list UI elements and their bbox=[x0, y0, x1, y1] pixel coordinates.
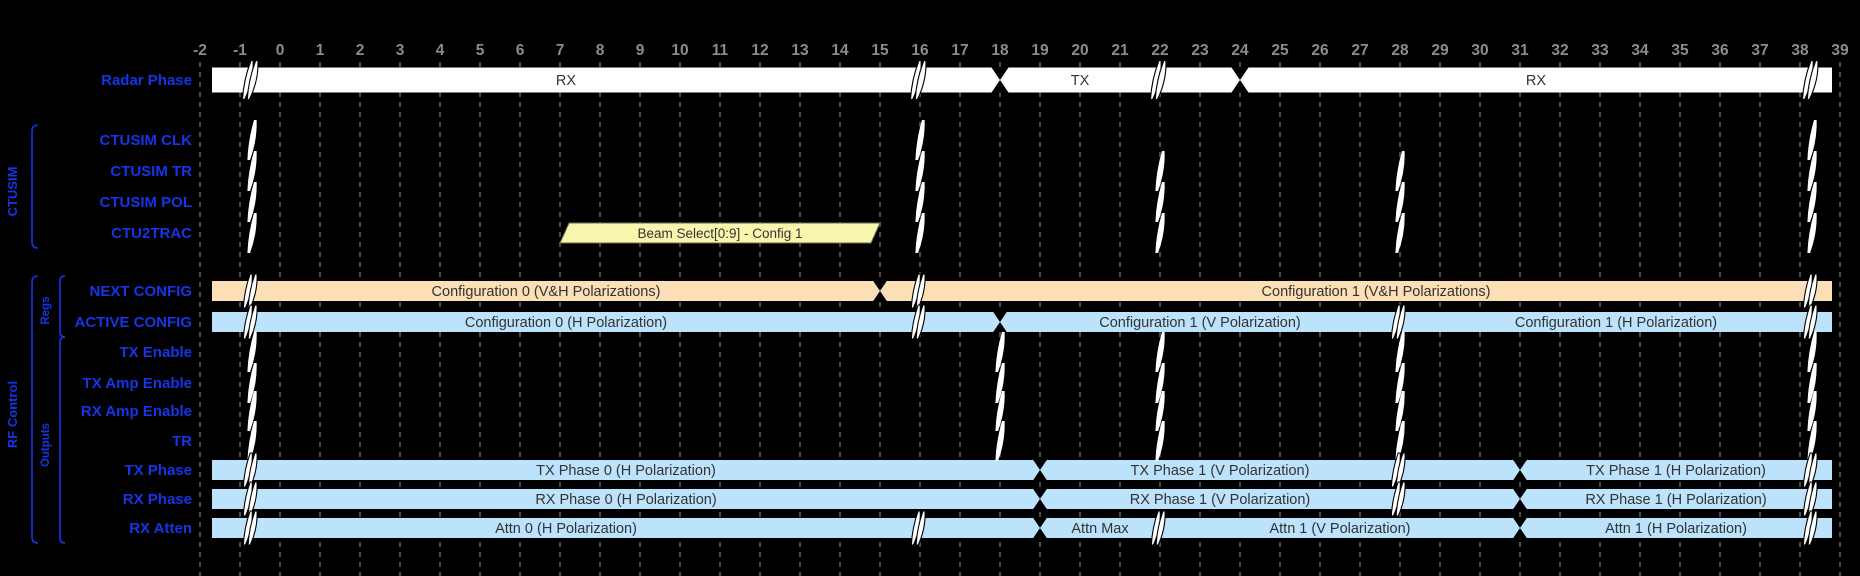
svg-text:Attn 1 (V Polarization): Attn 1 (V Polarization) bbox=[1269, 521, 1410, 537]
svg-text:RX: RX bbox=[1526, 73, 1546, 89]
svg-text:Regs: Regs bbox=[40, 296, 52, 324]
svg-text:35: 35 bbox=[1671, 42, 1689, 59]
svg-text:11: 11 bbox=[712, 42, 729, 59]
svg-text:12: 12 bbox=[751, 42, 768, 59]
svg-text:31: 31 bbox=[1511, 42, 1529, 59]
svg-text:20: 20 bbox=[1071, 42, 1088, 59]
svg-text:30: 30 bbox=[1471, 42, 1488, 59]
svg-text:RX Phase 0 (H Polarization): RX Phase 0 (H Polarization) bbox=[535, 492, 716, 508]
svg-text:Beam Select[0:9] - Config 1: Beam Select[0:9] - Config 1 bbox=[637, 226, 802, 241]
svg-text:7: 7 bbox=[556, 42, 565, 59]
svg-text:-2: -2 bbox=[193, 42, 207, 59]
svg-text:TX Amp Enable: TX Amp Enable bbox=[83, 375, 192, 392]
svg-text:TX Enable: TX Enable bbox=[119, 344, 192, 361]
svg-text:16: 16 bbox=[911, 42, 929, 59]
svg-text:RX: RX bbox=[556, 73, 576, 89]
svg-text:27: 27 bbox=[1351, 42, 1368, 59]
svg-text:Configuration 1 (V&H Polarizat: Configuration 1 (V&H Polarizations) bbox=[1262, 284, 1491, 300]
svg-text:TX Phase: TX Phase bbox=[124, 462, 192, 479]
svg-text:-1: -1 bbox=[233, 42, 247, 59]
svg-text:28: 28 bbox=[1391, 42, 1409, 59]
svg-text:Attn 1 (H Polarization): Attn 1 (H Polarization) bbox=[1605, 521, 1747, 537]
svg-text:TX Phase 1 (H Polarization): TX Phase 1 (H Polarization) bbox=[1586, 463, 1766, 479]
svg-text:10: 10 bbox=[671, 42, 688, 59]
svg-text:2: 2 bbox=[356, 42, 365, 59]
svg-text:13: 13 bbox=[791, 42, 809, 59]
svg-text:24: 24 bbox=[1231, 42, 1249, 59]
svg-text:RX Phase 1 (H Polarization): RX Phase 1 (H Polarization) bbox=[1585, 492, 1766, 508]
svg-text:CTUSIM CLK: CTUSIM CLK bbox=[100, 132, 193, 149]
svg-text:36: 36 bbox=[1711, 42, 1729, 59]
svg-text:TX: TX bbox=[1071, 73, 1090, 89]
svg-text:Outputs: Outputs bbox=[40, 423, 52, 467]
svg-text:18: 18 bbox=[991, 42, 1009, 59]
svg-text:26: 26 bbox=[1311, 42, 1329, 59]
svg-text:RX Phase: RX Phase bbox=[123, 491, 192, 508]
svg-text:1: 1 bbox=[316, 42, 325, 59]
svg-text:14: 14 bbox=[831, 42, 849, 59]
svg-text:21: 21 bbox=[1111, 42, 1129, 59]
svg-text:15: 15 bbox=[871, 42, 889, 59]
svg-text:TX Phase 0 (H Polarization): TX Phase 0 (H Polarization) bbox=[536, 463, 716, 479]
svg-text:CTU2TRAC: CTU2TRAC bbox=[111, 225, 192, 242]
svg-text:NEXT CONFIG: NEXT CONFIG bbox=[89, 283, 192, 300]
svg-text:3: 3 bbox=[396, 42, 405, 59]
svg-text:Configuration 0 (H Polarizatio: Configuration 0 (H Polarization) bbox=[465, 315, 667, 331]
svg-text:TR: TR bbox=[172, 433, 192, 450]
svg-text:23: 23 bbox=[1191, 42, 1209, 59]
svg-text:ACTIVE CONFIG: ACTIVE CONFIG bbox=[74, 314, 192, 331]
svg-text:CTUSIM: CTUSIM bbox=[5, 167, 20, 217]
svg-text:5: 5 bbox=[476, 42, 485, 59]
svg-text:CTUSIM POL: CTUSIM POL bbox=[100, 194, 193, 211]
svg-text:34: 34 bbox=[1631, 42, 1649, 59]
svg-text:37: 37 bbox=[1751, 42, 1768, 59]
svg-text:Configuration 1 (V Polarizatio: Configuration 1 (V Polarization) bbox=[1099, 315, 1301, 331]
svg-text:29: 29 bbox=[1431, 42, 1449, 59]
svg-text:CTUSIM TR: CTUSIM TR bbox=[110, 163, 192, 180]
svg-text:RX Phase 1 (V Polarization): RX Phase 1 (V Polarization) bbox=[1130, 492, 1311, 508]
svg-text:RX Atten: RX Atten bbox=[129, 520, 192, 537]
svg-text:RX Amp Enable: RX Amp Enable bbox=[81, 403, 192, 420]
svg-text:Configuration 1 (H Polarizatio: Configuration 1 (H Polarization) bbox=[1515, 315, 1717, 331]
svg-text:19: 19 bbox=[1031, 42, 1049, 59]
svg-text:TX Phase 1 (V Polarization): TX Phase 1 (V Polarization) bbox=[1131, 463, 1310, 479]
svg-text:22: 22 bbox=[1151, 42, 1168, 59]
svg-text:Configuration 0 (V&H Polarizat: Configuration 0 (V&H Polarizations) bbox=[432, 284, 661, 300]
svg-text:38: 38 bbox=[1791, 42, 1809, 59]
svg-text:RF Control: RF Control bbox=[5, 381, 20, 448]
svg-text:8: 8 bbox=[596, 42, 605, 59]
svg-text:0: 0 bbox=[276, 42, 285, 59]
svg-text:17: 17 bbox=[951, 42, 968, 59]
svg-text:32: 32 bbox=[1551, 42, 1568, 59]
svg-text:9: 9 bbox=[636, 42, 645, 59]
svg-text:25: 25 bbox=[1271, 42, 1289, 59]
svg-text:33: 33 bbox=[1591, 42, 1609, 59]
svg-text:Attn Max: Attn Max bbox=[1071, 521, 1129, 537]
svg-text:6: 6 bbox=[516, 42, 525, 59]
svg-text:4: 4 bbox=[436, 42, 445, 59]
svg-text:Radar Phase: Radar Phase bbox=[101, 72, 192, 89]
svg-text:Attn 0 (H Polarization): Attn 0 (H Polarization) bbox=[495, 521, 637, 537]
svg-text:39: 39 bbox=[1831, 42, 1849, 59]
